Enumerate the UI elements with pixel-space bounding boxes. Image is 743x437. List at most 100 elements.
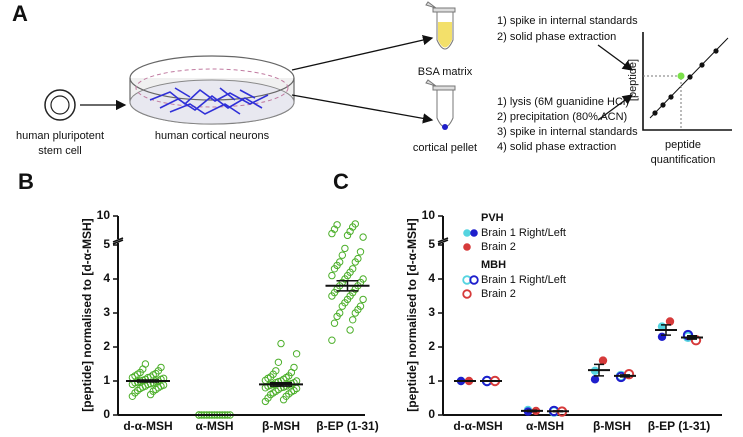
y-tick-label: 1 (428, 373, 435, 387)
error-bar (137, 379, 159, 383)
legend-label: Brain 2 (481, 288, 516, 300)
data-point (359, 275, 367, 283)
data-point (354, 254, 362, 263)
data-point (330, 319, 339, 327)
error-bar (620, 374, 630, 378)
panel-label: A (12, 1, 28, 26)
x-tick-label: d-α-MSH (453, 419, 502, 433)
legend-title: MBH (481, 259, 506, 271)
data-point (336, 258, 344, 266)
graph-axis-label: [peptide] (627, 59, 639, 101)
bsa-tube (425, 1, 456, 50)
y-tick-label: 5 (428, 237, 435, 251)
x-tick-label: d-α-MSH (123, 419, 172, 433)
y-tick-label: 10 (97, 208, 111, 222)
data-point (333, 221, 341, 229)
legend-label: Brain 2 (481, 241, 516, 253)
data-point (657, 332, 667, 341)
data-point (356, 302, 365, 310)
y-tick-label: 2 (103, 339, 110, 353)
dish (129, 55, 295, 125)
calibration-graph (642, 32, 732, 131)
legend-label: Brain 1 Right/Left (481, 274, 566, 286)
error-bar (270, 381, 292, 387)
panel-label: C (333, 169, 349, 194)
data-point (351, 220, 359, 228)
y-tick-label: 10 (422, 208, 436, 222)
stem-cell-label: stem cell (38, 145, 81, 157)
legend-marker (469, 275, 479, 285)
data-point (341, 244, 349, 253)
stem-cell-icon (44, 89, 76, 121)
axis-break (437, 239, 449, 245)
axis-break (112, 239, 124, 245)
y-tick-label: 3 (428, 305, 435, 319)
step: 1) lysis (6M guanidine HCl) (497, 96, 629, 108)
y-tick-label: 3 (103, 305, 110, 319)
x-tick-label: α-MSH (526, 419, 564, 433)
data-point (343, 231, 352, 240)
data-point (131, 389, 139, 397)
data-point (349, 316, 357, 324)
data-point (328, 271, 336, 280)
error-bar (687, 335, 697, 340)
data-point (338, 251, 346, 259)
data-point (349, 265, 357, 273)
y-tick-label: 0 (103, 407, 110, 421)
arrow (291, 34, 434, 71)
arrow (597, 44, 634, 71)
y-tick-label: 4 (103, 271, 110, 285)
axis-break (437, 237, 449, 243)
step: 3) spike in internal standards (497, 126, 638, 138)
legend-label: Brain 1 Right/Left (481, 227, 566, 239)
pellet-label: cortical pellet (413, 142, 477, 154)
data-point (359, 295, 367, 304)
data-point (346, 326, 354, 334)
y-tick-label: 0 (428, 407, 435, 421)
data-point (356, 248, 365, 256)
stem-cell-nucleus (50, 95, 70, 115)
data-point (590, 375, 600, 384)
data-point (277, 339, 285, 348)
error-bar (336, 279, 359, 292)
bsa-label: BSA matrix (418, 66, 473, 78)
step: 1) spike in internal standards (497, 15, 638, 27)
y-axis-label: [peptide] normalised to [d-α-MSH] (80, 218, 94, 411)
x-tick-label: β-EP (1-31) (316, 419, 378, 433)
legend-title: PVH (481, 212, 504, 224)
data-point (141, 360, 150, 368)
y-tick-label: 5 (103, 237, 110, 251)
data-point (359, 233, 367, 241)
y-tick-label: 2 (428, 339, 435, 353)
data-point (282, 392, 290, 400)
arrow (291, 94, 434, 124)
data-point (665, 317, 675, 326)
data-point (272, 367, 280, 375)
data-point (598, 356, 608, 365)
pellet-tube (425, 79, 456, 130)
error-bar (527, 409, 537, 413)
panel-label: B (18, 169, 34, 194)
data-point (292, 350, 301, 358)
legend-marker (470, 229, 478, 237)
neurons-label: human cortical neurons (155, 130, 270, 142)
data-point (328, 336, 336, 344)
stem-cell-label: human pluripotent (16, 130, 104, 142)
y-axis-label: [peptide] normalised to [d-α-MSH] (405, 218, 419, 411)
error-bar (661, 324, 671, 336)
data-point (290, 363, 298, 372)
x-tick-label: α-MSH (195, 419, 233, 433)
axis-break (112, 237, 124, 243)
data-point (274, 358, 283, 366)
error-bar (594, 363, 604, 377)
x-tick-label: β-MSH (593, 419, 631, 433)
step: 2) precipitation (80% ACN) (497, 111, 627, 123)
result-label: quantification (651, 154, 716, 166)
x-tick-label: β-EP (1-31) (648, 419, 710, 433)
data-point (336, 309, 344, 317)
legend-marker (463, 229, 471, 237)
legend-marker (462, 289, 472, 299)
arrow (597, 94, 634, 121)
error-bar (553, 410, 563, 413)
